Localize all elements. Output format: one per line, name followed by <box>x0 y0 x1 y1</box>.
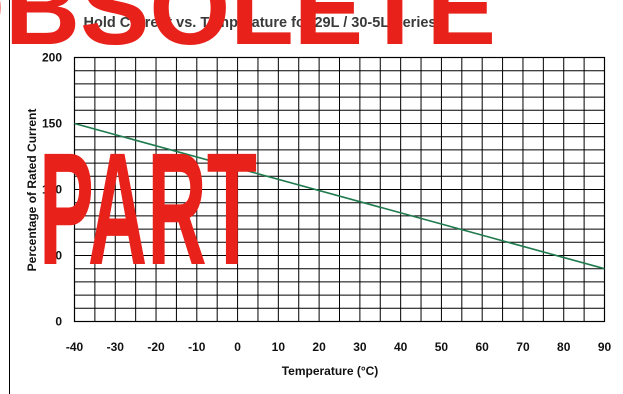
x-tick-label: -10 <box>188 340 206 354</box>
x-tick-labels: -40 -30 -20 -10 0 10 20 30 40 50 60 70 80 90 <box>66 340 612 354</box>
x-tick-label: 60 <box>476 340 490 354</box>
x-tick-label: 50 <box>435 340 449 354</box>
plot-grid <box>74 57 605 322</box>
watermark-bottom: PART <box>39 119 257 298</box>
x-tick-label: 90 <box>598 340 612 354</box>
x-tick-label: 30 <box>353 340 367 354</box>
x-tick-label: 10 <box>272 340 286 354</box>
x-tick-label: 0 <box>234 340 241 354</box>
x-tick-label: -20 <box>147 340 165 354</box>
chart-title: Hold Current vs. Temperature for 29L / 3… <box>84 15 437 31</box>
x-axis-title: Temperature (°C) <box>282 364 379 378</box>
x-tick-label: 20 <box>312 340 326 354</box>
plot-area <box>73 56 606 323</box>
y-tick-label: 100 <box>42 183 62 197</box>
series-line <box>74 122 605 270</box>
watermark-top: OBSOLETE <box>0 0 496 67</box>
y-tick-labels: 0 50 100 150 200 <box>42 51 62 329</box>
y-tick-label: 50 <box>49 249 63 263</box>
y-tick-label: 0 <box>55 315 62 329</box>
x-tick-label: 40 <box>394 340 408 354</box>
x-tick-label: 70 <box>516 340 530 354</box>
y-axis-title: Percentage of Rated Current <box>25 109 39 272</box>
x-tick-label: -40 <box>66 340 84 354</box>
x-tick-label: 80 <box>557 340 571 354</box>
y-tick-label: 200 <box>42 51 62 65</box>
x-tick-label: -30 <box>107 340 125 354</box>
y-tick-label: 150 <box>42 117 62 131</box>
